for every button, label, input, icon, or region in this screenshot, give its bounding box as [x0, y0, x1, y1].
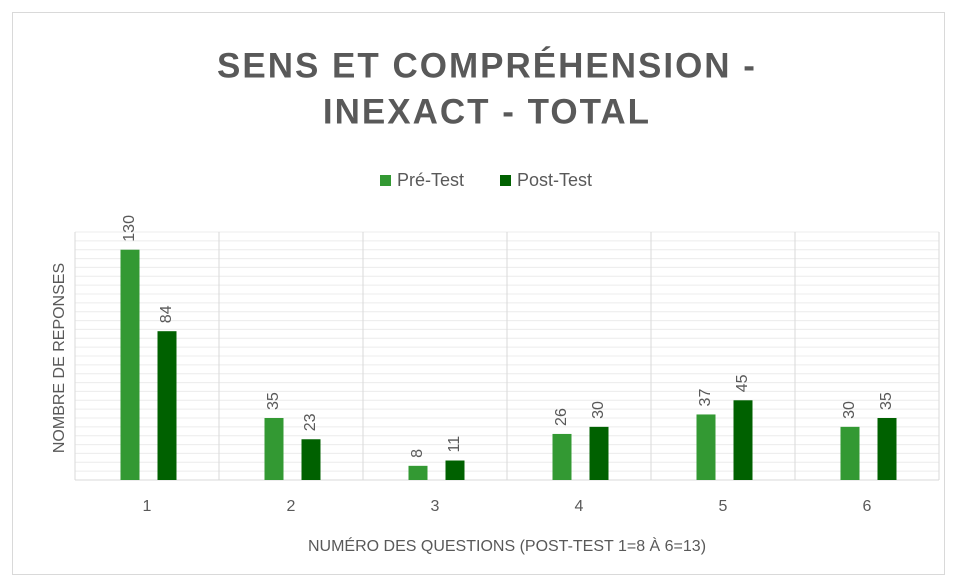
legend-swatch: [500, 175, 511, 186]
data-label: 84: [158, 305, 175, 323]
x-axis-title: NUMÉRO DES QUESTIONS (POST-TEST 1=8 À 6=…: [308, 536, 706, 555]
bar: [157, 331, 177, 480]
x-tick-label: 5: [719, 498, 728, 515]
x-tick-label: 3: [431, 498, 440, 515]
data-label: 35: [878, 392, 895, 410]
data-label: 26: [553, 408, 570, 426]
x-tick-label: 1: [143, 498, 152, 515]
bar: [445, 460, 465, 480]
bar: [696, 414, 716, 480]
data-label: 45: [734, 374, 751, 392]
bar: [120, 249, 140, 480]
data-label: 8: [409, 449, 426, 458]
data-label: 30: [590, 401, 607, 419]
legend-label: Pré-Test: [397, 170, 464, 190]
y-axis-title: NOMBRE DE REPONSES: [51, 263, 68, 453]
data-label: 130: [121, 215, 138, 242]
chart-title: SENS ET COMPRÉHENSION -: [217, 45, 757, 85]
bar: [552, 433, 572, 480]
bar: [408, 465, 428, 480]
bar: [840, 426, 860, 480]
legend-swatch: [380, 175, 391, 186]
bar: [301, 439, 321, 480]
data-label: 11: [446, 436, 463, 453]
bar: [733, 400, 753, 480]
x-tick-label: 6: [863, 498, 872, 515]
data-label: 30: [841, 401, 858, 419]
x-tick-label: 4: [575, 498, 584, 515]
chart-title: INEXACT - TOTAL: [323, 92, 651, 131]
x-tick-label: 2: [287, 498, 296, 515]
bar: [877, 418, 897, 480]
bar: [264, 418, 284, 480]
data-label: 37: [697, 389, 714, 407]
data-label: 23: [302, 413, 319, 431]
bar: [589, 426, 609, 480]
legend-label: Post-Test: [517, 170, 592, 190]
data-label: 35: [265, 392, 282, 410]
